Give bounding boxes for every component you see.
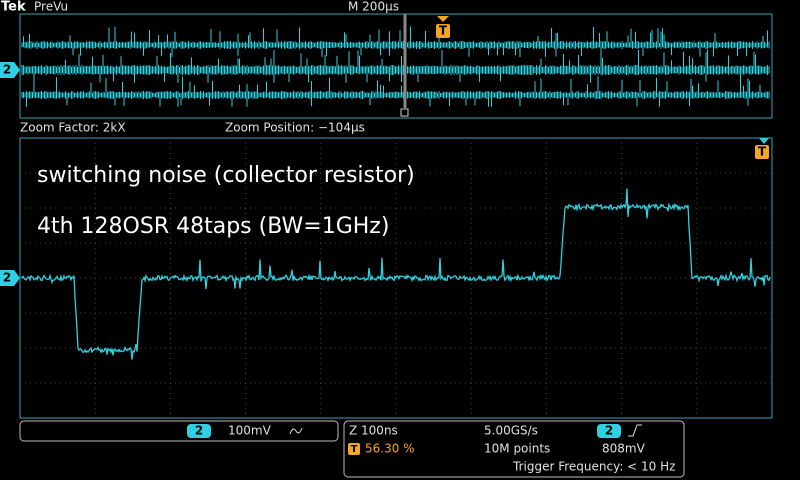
overview-band (21, 76, 770, 107)
zoom-trace (20, 188, 771, 360)
overview-panel (19, 13, 773, 119)
mode: PreVu (34, 0, 68, 14)
trigger-channel: 2 (605, 424, 613, 438)
annotation: 4th 128OSR 48taps (BW=1GHz) (37, 214, 389, 239)
timebase: M 200µs (348, 0, 399, 14)
channel-scale: 100mV (228, 424, 272, 438)
channel-marker (0, 62, 20, 78)
overview-trace (21, 26, 770, 107)
trigger-label: T (758, 145, 767, 159)
channel-marker (0, 270, 20, 286)
annotation: switching noise (collector resistor) (37, 163, 415, 188)
trigger-marker (436, 24, 450, 38)
channel-label: 2 (3, 271, 11, 285)
channel-number: 2 (195, 424, 203, 438)
channel-box[interactable] (19, 420, 339, 442)
trigger-level: 808mV (602, 442, 646, 456)
trigger-marker (755, 145, 769, 159)
zoom-factor: Zoom Factor: 2kX (20, 121, 126, 135)
zoom-scale: Z 100ns (349, 424, 398, 438)
record-length: 10M points (484, 442, 550, 456)
acquisition-box[interactable] (343, 420, 685, 478)
trigger-icon: T (351, 444, 358, 455)
trigger-arrow (759, 138, 769, 144)
coupling-icon (289, 427, 303, 435)
trigger-position: 56.30 % (365, 442, 415, 456)
sample-rate: 5.00GS/s (484, 424, 538, 438)
zoom-position: Zoom Position: −104µs (225, 121, 365, 135)
channel-label: 2 (3, 63, 11, 77)
channel-badge (187, 424, 211, 438)
brand: Tek (1, 0, 26, 15)
trigger-icon-box (348, 443, 360, 455)
trigger-channel-badge (597, 424, 621, 438)
zoom-handle (400, 108, 409, 117)
slope-icon (628, 424, 642, 437)
overview-band (21, 26, 770, 57)
trigger-arrow (437, 16, 449, 22)
trigger-frequency: Trigger Frequency: < 10 Hz (512, 460, 675, 474)
trigger-label: T (439, 24, 448, 38)
overview-band (21, 49, 770, 83)
